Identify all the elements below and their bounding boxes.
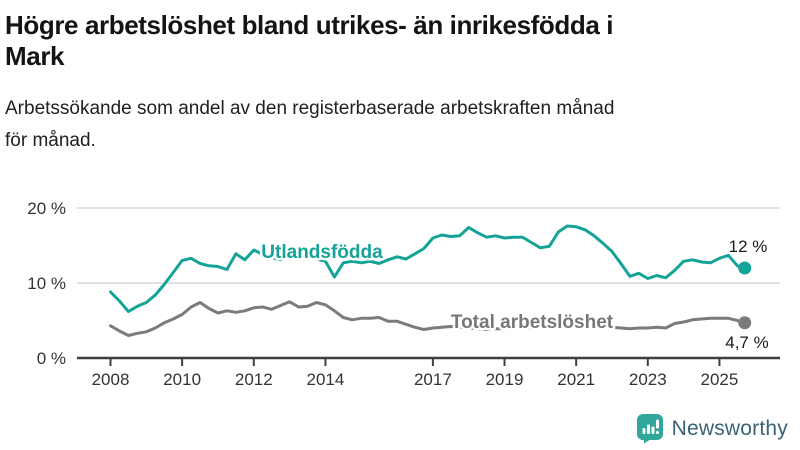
x-axis-tick-label: 2014 <box>307 370 345 389</box>
y-axis-tick-label: 20 % <box>27 199 66 218</box>
x-axis-tick-label: 2008 <box>92 370 130 389</box>
y-axis-tick-label: 10 % <box>27 274 66 293</box>
newsworthy-logo-icon <box>636 414 663 444</box>
y-axis-tick-label: 0 % <box>37 349 66 368</box>
series-end-value-label: 12 % <box>729 237 768 256</box>
series-end-dot <box>738 261 752 275</box>
x-axis-tick-label: 2019 <box>486 370 524 389</box>
x-axis-tick-label: 2010 <box>163 370 201 389</box>
series-label: Utlandsfödda <box>261 242 383 263</box>
x-axis-tick-label: 2021 <box>557 370 595 389</box>
unemployment-line-chart: 0 % 10 % 20 % Utlandsfödda Total arbetslöshe… <box>27 199 780 389</box>
series-line-total <box>109 300 745 337</box>
x-axis-tick-label: 2012 <box>235 370 273 389</box>
newsworthy-logo[interactable]: Newsworthy <box>636 413 788 444</box>
x-axis-tick-label: 2025 <box>701 370 739 389</box>
series-line-utlandsfodda <box>109 224 745 313</box>
x-axis-tick-label: 2017 <box>414 370 452 389</box>
series-end-value-label: 4,7 % <box>725 333 768 352</box>
page-title: Högre arbetslöshet bland utrikes- än inr… <box>5 10 614 71</box>
x-axis-tick-label: 2023 <box>629 370 667 389</box>
series-label: Total arbetslöshet <box>451 312 614 333</box>
newsworthy-logo-text: Newsworthy <box>671 416 788 440</box>
series-end-dot <box>738 316 752 330</box>
chart-subtitle: Arbetssökande som andel av den registerb… <box>5 98 615 151</box>
